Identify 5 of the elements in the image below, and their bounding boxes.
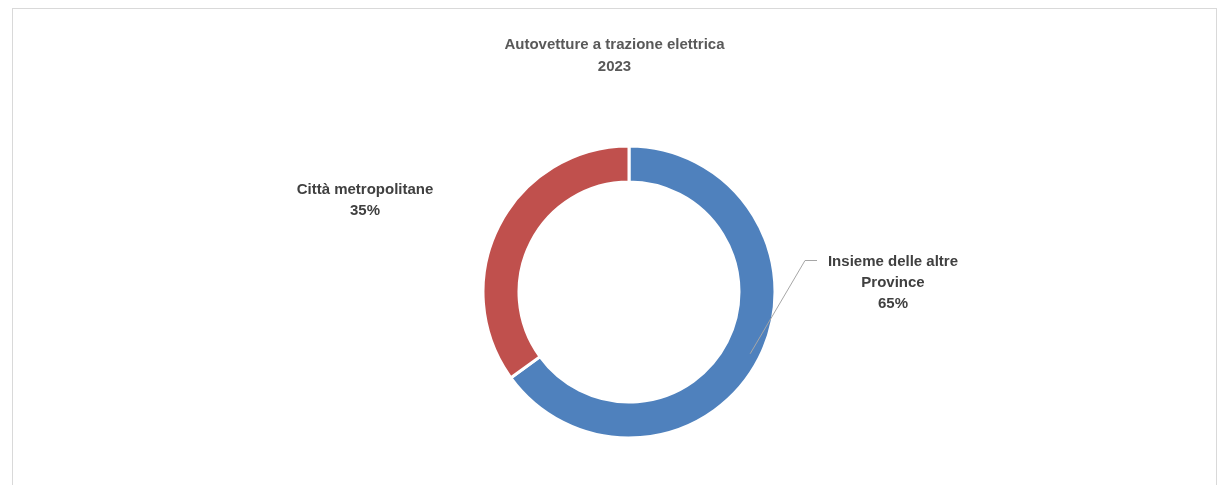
data-label: 65% [877,293,909,311]
data-label: 35% [349,201,381,218]
chart-title: Autovetture a trazione elettrica 2023 [503,34,726,76]
slice-label: Città metropolitane [296,180,434,197]
slice-label: Insieme delle altre Province [827,251,959,290]
